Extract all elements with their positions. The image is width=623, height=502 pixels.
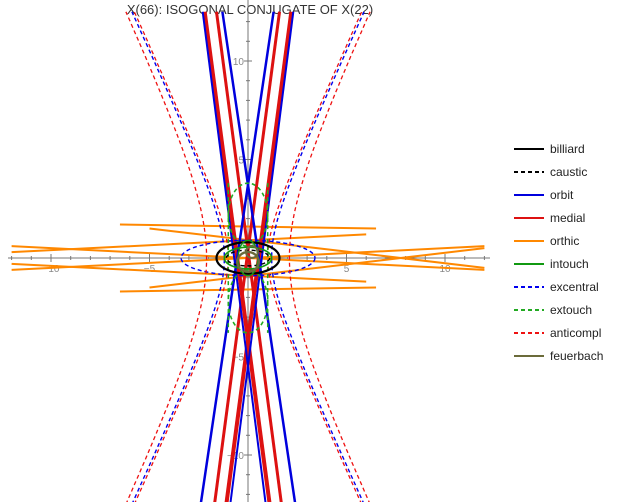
legend-item-anticompl: anticompl: [514, 321, 603, 344]
medial-curve: [213, 11, 282, 502]
legend-item-feuerbach: feuerbach: [514, 344, 603, 367]
x-tick-label: 10: [439, 264, 451, 275]
orthic-curve: [149, 247, 485, 289]
legend-swatch: [514, 262, 544, 265]
caustic-curve: [225, 249, 271, 267]
orbit-curve: [229, 11, 295, 502]
legend-label: anticompl: [550, 325, 602, 340]
orthic-curve: [119, 286, 377, 293]
legend-item-billiard: billiard: [514, 137, 603, 160]
legend-swatch: [514, 285, 544, 288]
x-tick-label: 5: [344, 264, 350, 275]
x-tick-label: −10: [43, 264, 60, 275]
anticompl-curve: [125, 11, 208, 502]
extouch-curve: [227, 269, 269, 334]
legend-label: feuerbach: [550, 348, 604, 363]
legend-item-orthic: orthic: [514, 229, 603, 252]
y-tick-label: −5: [233, 353, 245, 364]
legend: billiard caustic orbit medial orthic intouch e…: [514, 137, 603, 367]
legend-label: billiard: [550, 141, 585, 156]
legend-swatch: [514, 170, 544, 173]
y-tick-label: 10: [233, 57, 245, 68]
legend-swatch: [514, 308, 544, 311]
legend-label: caustic: [550, 164, 588, 179]
orbit-curve: [201, 11, 267, 502]
legend-swatch: [514, 331, 544, 334]
legend-item-excentral: excentral: [514, 275, 603, 298]
legend-item-medial: medial: [514, 206, 603, 229]
legend-item-intouch: intouch: [514, 252, 603, 275]
legend-label: excentral: [550, 279, 599, 294]
legend-label: medial: [550, 210, 586, 225]
orthic-curve: [119, 223, 377, 230]
orthic-curve: [11, 262, 367, 283]
legend-swatch: [514, 354, 544, 357]
legend-label: extouch: [550, 302, 593, 317]
legend-item-orbit: orbit: [514, 183, 603, 206]
legend-swatch: [514, 239, 544, 242]
legend-label: orthic: [550, 233, 580, 248]
legend-label: intouch: [550, 256, 589, 271]
orthic-curve: [11, 233, 367, 254]
legend-swatch: [514, 193, 544, 196]
anticompl-curve: [288, 11, 371, 502]
feuerbach-curve: [235, 250, 261, 273]
legend-label: orbit: [550, 187, 574, 202]
billiard-curve: [215, 241, 281, 275]
legend-swatch: [514, 147, 544, 150]
y-tick-label: 5: [238, 156, 244, 167]
legend-item-extouch: extouch: [514, 298, 603, 321]
legend-swatch: [514, 216, 544, 219]
x-tick-label: −5: [144, 264, 156, 275]
feuerbach-curve: [245, 245, 259, 259]
chart-title: X(66): ISOGONAL CONJUGATE OF X(22): [126, 2, 374, 17]
legend-item-caustic: caustic: [514, 160, 603, 183]
